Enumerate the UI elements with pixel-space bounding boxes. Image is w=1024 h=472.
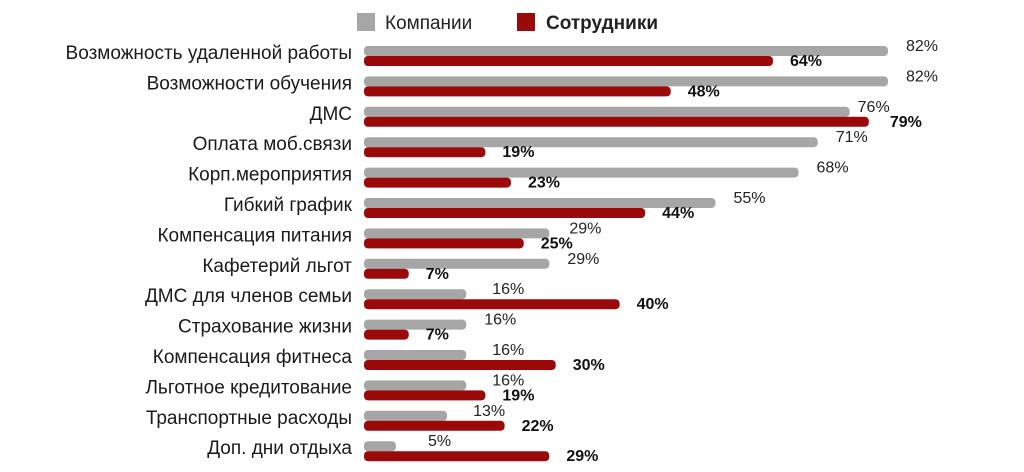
- legend-label-companies: Компании: [385, 13, 472, 34]
- bar-companies: [364, 76, 888, 87]
- category-label: Страхование жизни: [178, 317, 352, 338]
- chart-row: Корп.мероприятия 68% 23%: [188, 160, 848, 192]
- data-label-employees: 25%: [541, 235, 573, 252]
- data-label-employees: 19%: [502, 144, 534, 161]
- category-label: Оплата моб.связи: [193, 134, 352, 155]
- plot-area: Возможность удаленной работы 82%64%Возмож…: [66, 38, 938, 465]
- data-label-employees: 44%: [662, 205, 694, 222]
- chart-row: Оплата моб.связи 71% 19%: [193, 129, 868, 161]
- bar-companies: [364, 46, 888, 56]
- data-label-employees: 64%: [790, 53, 822, 70]
- category-label: Компенсация фитнеса: [153, 347, 353, 368]
- bar-employees: [364, 268, 409, 279]
- category-label: Льготное кредитование: [145, 377, 352, 398]
- chart-row: Гибкий график 55% 44%: [224, 190, 766, 222]
- chart-row: Возможность удаленной работы 82% 64%: [66, 38, 938, 70]
- bar-employees: [364, 147, 486, 158]
- data-label-employees: 79%: [890, 114, 922, 131]
- bar-employees: [364, 238, 524, 249]
- data-label-companies: 16%: [492, 281, 524, 298]
- legend-swatch-employees: [517, 13, 535, 31]
- bar-employees: [364, 451, 550, 462]
- bar-employees: [364, 208, 646, 218]
- chart-row: Страхование жизни 16% 7%: [178, 312, 516, 344]
- chart-row: Компенсация питания 29%25%: [157, 220, 601, 252]
- category-label: Возможности обучения: [147, 73, 352, 94]
- data-label-employees: 29%: [566, 448, 598, 465]
- data-label-companies: 5%: [428, 433, 451, 450]
- legend: Компании Сотрудники: [357, 13, 658, 34]
- bar-employees: [364, 116, 869, 127]
- category-label: Транспортные расходы: [146, 408, 352, 429]
- data-label-companies: 82%: [906, 38, 938, 55]
- bar-employees: [364, 299, 620, 310]
- data-label-companies: 71%: [836, 129, 868, 146]
- data-label-employees: 7%: [426, 327, 449, 344]
- bar-employees: [364, 360, 556, 370]
- chart-row: Транспортные расходы 13% 22%: [146, 403, 554, 435]
- category-label: Гибкий график: [224, 195, 353, 216]
- chart-row: ДМС 76%79%: [310, 99, 922, 131]
- chart-row: ДМС для членов семьи 16% 40%: [145, 281, 669, 313]
- data-label-companies: 29%: [567, 251, 599, 268]
- data-label-companies: 82%: [906, 68, 938, 85]
- legend-label-employees: Сотрудники: [546, 13, 658, 34]
- data-label-employees: 19%: [502, 387, 534, 404]
- data-label-companies: 16%: [492, 372, 524, 389]
- chart-row: Льготное кредитование 16%19%: [145, 372, 534, 404]
- chart-row: Доп. дни отдыха 5% 29%: [207, 433, 598, 465]
- bar-employees: [364, 177, 511, 188]
- category-label: Кафетерий льгот: [202, 256, 352, 277]
- bar-companies: [364, 258, 550, 269]
- bar-companies: [364, 319, 467, 330]
- bar-employees: [364, 329, 409, 340]
- bar-employees: [364, 420, 505, 431]
- bar-employees: [364, 56, 773, 66]
- data-label-employees: 40%: [637, 296, 669, 313]
- legend-swatch-companies: [357, 13, 375, 31]
- data-label-companies: 29%: [569, 220, 601, 237]
- category-label: ДМС для членов семьи: [145, 286, 352, 307]
- data-label-companies: 68%: [817, 160, 849, 177]
- category-label: ДМС: [310, 104, 352, 125]
- data-label-employees: 30%: [573, 357, 605, 374]
- bar-companies: [364, 106, 850, 117]
- bar-companies: [364, 380, 467, 391]
- bar-companies: [364, 410, 448, 421]
- data-label-employees: 23%: [528, 175, 560, 192]
- bar-employees: [364, 86, 671, 97]
- data-label-companies: 55%: [733, 190, 765, 207]
- data-label-companies: 16%: [484, 312, 516, 329]
- category-label: Корп.мероприятия: [188, 165, 352, 186]
- category-label: Доп. дни отдыха: [207, 438, 352, 459]
- data-label-employees: 7%: [426, 266, 449, 283]
- data-label-employees: 48%: [688, 83, 720, 100]
- data-label-companies: 13%: [473, 403, 505, 420]
- category-label: Возможность удаленной работы: [66, 43, 352, 64]
- chart-row: Возможности обучения 82% 48%: [147, 68, 938, 100]
- bar-companies: [364, 289, 467, 300]
- bar-companies: [364, 167, 799, 178]
- data-label-companies: 76%: [858, 99, 890, 116]
- data-label-companies: 16%: [492, 342, 524, 359]
- chart-row: Кафетерий льгот 29% 7%: [202, 251, 599, 283]
- bar-companies: [364, 441, 396, 452]
- chart-row: Компенсация фитнеса 16% 30%: [153, 342, 605, 374]
- bar-companies: [364, 137, 818, 148]
- bar-companies: [364, 198, 716, 208]
- bar-companies: [364, 350, 467, 360]
- category-label: Компенсация питания: [157, 225, 352, 246]
- data-label-employees: 22%: [522, 418, 554, 435]
- bar-employees: [364, 390, 486, 401]
- bar-companies: [364, 228, 550, 239]
